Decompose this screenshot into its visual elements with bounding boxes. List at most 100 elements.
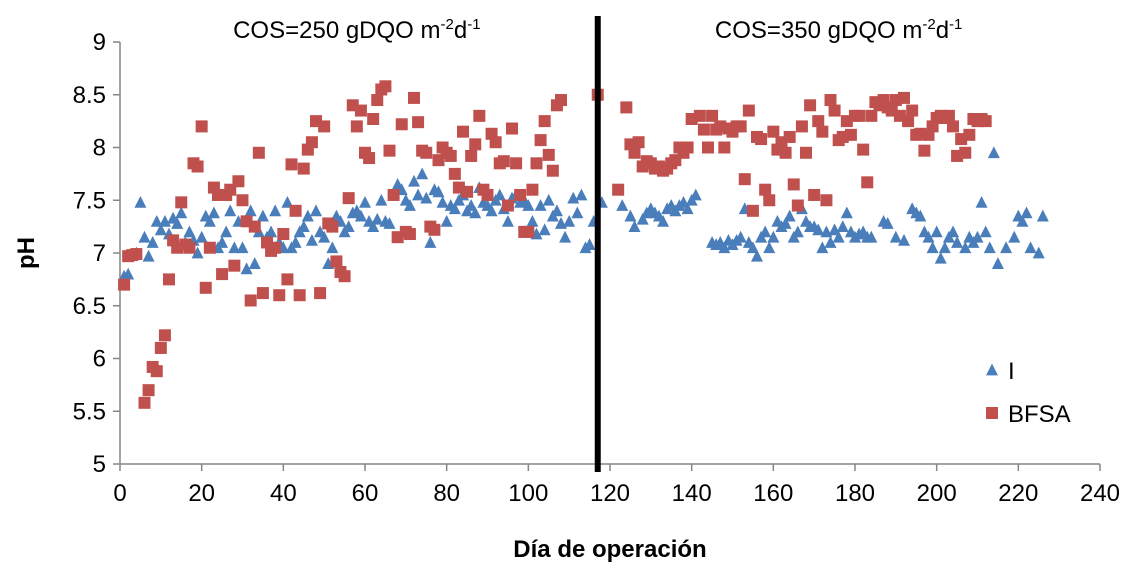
data-point-bfsa (795, 120, 808, 133)
data-point-i (1016, 214, 1029, 227)
data-point-bfsa (767, 125, 780, 138)
data-point-i (934, 251, 947, 264)
x-tick-label: 240 (1080, 480, 1120, 507)
data-point-bfsa (791, 199, 804, 212)
data-point-i (947, 225, 959, 238)
data-point-bfsa (248, 220, 261, 233)
data-point-bfsa (522, 225, 535, 238)
data-point-bfsa (195, 120, 208, 133)
data-point-bfsa (759, 183, 772, 196)
data-point-i (420, 191, 433, 204)
data-point-i (220, 225, 233, 238)
data-point-i (436, 195, 449, 208)
data-point-i (959, 241, 972, 254)
data-point-bfsa (783, 130, 796, 143)
data-point-i (583, 238, 596, 250)
data-point-i (248, 257, 261, 269)
data-point-i (567, 191, 580, 204)
data-point-i (195, 230, 208, 243)
x-tick-label: 60 (352, 480, 379, 507)
y-tick-label: 8 (93, 135, 106, 162)
y-tick-label: 9 (93, 29, 106, 56)
data-point-bfsa (824, 94, 837, 107)
y-tick-label: 5.5 (73, 398, 106, 425)
data-point-bfsa (203, 241, 216, 254)
data-point-i (542, 193, 555, 206)
data-point-i (354, 209, 367, 222)
data-point-bfsa (444, 149, 457, 162)
data-point-bfsa (297, 162, 310, 175)
data-point-i (150, 214, 163, 227)
data-point-i (297, 220, 310, 233)
data-point-bfsa (514, 188, 527, 201)
data-point-bfsa (853, 109, 866, 122)
legend-marker-i-triangle (986, 363, 998, 376)
data-point-i (624, 209, 637, 222)
data-point-bfsa (236, 194, 249, 207)
data-point-bfsa (865, 109, 878, 122)
x-tick-label: 160 (753, 480, 793, 507)
data-point-bfsa (252, 146, 265, 159)
data-point-bfsa (289, 204, 302, 217)
phase-label-left-sup1: -2 (441, 16, 454, 33)
data-point-bfsa (804, 99, 817, 112)
data-point-bfsa (755, 133, 768, 146)
data-point-bfsa (555, 94, 567, 107)
data-point-i (469, 206, 482, 219)
data-point-i (571, 206, 584, 219)
data-point-bfsa (318, 120, 331, 133)
data-point-bfsa (154, 341, 167, 354)
data-point-i (207, 206, 220, 219)
x-tick-label: 200 (917, 480, 957, 507)
data-point-bfsa (702, 141, 714, 154)
data-point-bfsa (787, 178, 800, 191)
data-point-i (575, 188, 588, 201)
data-point-bfsa (906, 104, 919, 117)
y-axis-title: pH (13, 237, 40, 269)
data-point-i (616, 199, 629, 211)
data-point-i (265, 225, 278, 238)
data-point-i (256, 209, 269, 222)
data-point-i (881, 217, 894, 229)
x-tick-label: 0 (113, 480, 126, 507)
data-point-bfsa (244, 294, 257, 307)
data-point-bfsa (620, 101, 633, 114)
data-point-bfsa (273, 289, 286, 302)
y-tick-label: 6.5 (73, 293, 106, 320)
data-point-bfsa (497, 155, 510, 168)
data-point-bfsa (542, 148, 555, 161)
data-point-i (763, 241, 776, 254)
data-point-bfsa (158, 329, 171, 342)
data-point-bfsa (738, 173, 751, 186)
y-tick-label: 6 (93, 346, 106, 373)
data-point-bfsa (706, 109, 719, 122)
data-point-i (424, 236, 437, 248)
data-point-i (526, 214, 539, 227)
data-point-i (134, 195, 147, 208)
data-point-i (158, 214, 171, 227)
data-point-bfsa (285, 158, 298, 171)
data-point-bfsa (979, 115, 992, 128)
legend-label-bfsa: BFSA (1008, 401, 1071, 428)
data-point-i (1008, 230, 1021, 243)
data-point-i (138, 230, 151, 243)
data-point-i (889, 230, 902, 243)
x-tick-label: 40 (270, 480, 297, 507)
data-point-bfsa (403, 228, 416, 241)
data-point-i (216, 236, 229, 248)
data-point-i (979, 225, 992, 238)
data-point-bfsa (718, 141, 731, 154)
data-point-bfsa (326, 220, 339, 233)
data-point-bfsa (734, 120, 747, 133)
data-point-i (783, 209, 796, 222)
data-point-i (840, 206, 853, 219)
data-point-bfsa (473, 109, 486, 122)
data-point-i (485, 204, 498, 217)
data-point-i (408, 174, 420, 187)
data-point-i (865, 230, 878, 243)
data-point-i (448, 202, 461, 215)
data-point-i (1000, 241, 1013, 254)
data-point-i (550, 204, 563, 217)
data-point-i (628, 220, 641, 233)
